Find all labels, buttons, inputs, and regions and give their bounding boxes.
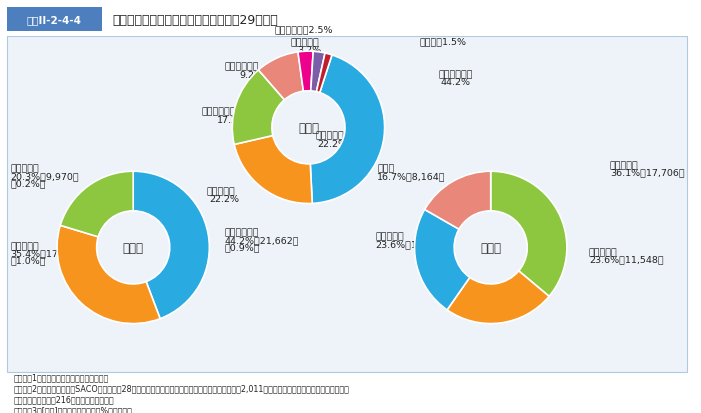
Text: 44.2%（21,662）: 44.2%（21,662）: [224, 235, 299, 244]
Text: 22.2%: 22.2%: [209, 194, 239, 203]
Text: 16.7%（8,164）: 16.7%（8,164）: [377, 171, 446, 180]
Wedge shape: [447, 271, 549, 324]
Text: 経費（216億円）を含まない。: 経費（216億円）を含まない。: [14, 394, 115, 404]
Text: 人件・糧食費: 人件・糧食費: [438, 70, 472, 79]
Wedge shape: [298, 52, 313, 92]
Text: 基地対策経費: 基地対策経費: [225, 62, 259, 71]
Wedge shape: [234, 136, 312, 204]
Wedge shape: [57, 226, 160, 324]
Text: 2　上記の計数は、SACO関係経費（28億円）、米軍再編関係経費のうち地元負担軽減分（2,011億円）及び新たな政府専用機導入に伴う: 2 上記の計数は、SACO関係経費（28億円）、米軍再編関係経費のうち地元負担軽…: [14, 384, 350, 393]
Text: その他　1.5%: その他 1.5%: [419, 37, 466, 46]
Text: 3　[　　]は、対前年度伸率（%）である。: 3 [ ]は、対前年度伸率（%）である。: [14, 405, 133, 413]
Text: 使途別: 使途別: [298, 121, 319, 135]
Wedge shape: [232, 71, 285, 145]
Text: その他: その他: [377, 164, 395, 173]
Text: 36.1%（17,706）: 36.1%（17,706）: [610, 168, 684, 177]
Text: 22.2%: 22.2%: [318, 139, 348, 148]
Text: 17.2%: 17.2%: [217, 115, 247, 124]
Text: 機関別: 機関別: [480, 241, 501, 254]
Text: ［1.0%］: ［1.0%］: [11, 256, 46, 265]
Text: 44.2%: 44.2%: [440, 78, 470, 87]
Text: 人件・糧食費: 人件・糧食費: [224, 228, 259, 237]
Text: 装備品等購入費: 装備品等購入費: [202, 107, 242, 116]
FancyBboxPatch shape: [7, 8, 102, 32]
FancyBboxPatch shape: [7, 37, 687, 372]
Text: 20.3%（9,970）: 20.3%（9,970）: [11, 171, 79, 180]
Wedge shape: [259, 53, 304, 100]
Wedge shape: [491, 172, 567, 297]
Text: 23.6%（11,578）: 23.6%（11,578）: [375, 240, 449, 249]
Text: 海上自衛隊: 海上自衛隊: [589, 247, 618, 256]
Text: 研究開発費　2.5%: 研究開発費 2.5%: [275, 25, 333, 34]
Text: 施設整備費: 施設整備費: [290, 38, 319, 47]
FancyBboxPatch shape: [0, 0, 701, 37]
Text: 一般物件費: 一般物件費: [11, 164, 39, 173]
Text: 23.6%（11,548）: 23.6%（11,548）: [589, 255, 663, 264]
Wedge shape: [60, 172, 133, 237]
Wedge shape: [414, 210, 470, 310]
Text: 航空自衛隊: 航空自衛隊: [375, 232, 404, 241]
Text: ［0.2%］: ［0.2%］: [11, 179, 46, 188]
Wedge shape: [311, 52, 325, 93]
Text: 陸上自衛隊: 陸上自衛隊: [610, 161, 639, 170]
Wedge shape: [316, 54, 332, 93]
Wedge shape: [425, 172, 491, 230]
Text: 図表II-2-4-4: 図表II-2-4-4: [27, 15, 81, 25]
Text: ［0.9%］: ［0.9%］: [224, 243, 260, 252]
Text: 歳出化経費: 歳出化経費: [11, 241, 39, 250]
Text: 維持費など: 維持費など: [315, 131, 344, 140]
Text: 維持費など: 維持費など: [207, 187, 236, 196]
Text: 防衛関係費（当初予算）の内訳（平成29年度）: 防衛関係費（当初予算）の内訳（平成29年度）: [112, 14, 278, 27]
Text: 経費別: 経費別: [123, 241, 144, 254]
Text: 35.4%（17,364）: 35.4%（17,364）: [11, 249, 86, 258]
Wedge shape: [311, 56, 385, 204]
Text: 9.2%: 9.2%: [239, 71, 263, 80]
Text: 3.2%: 3.2%: [298, 46, 322, 55]
Text: （注）　1　（　）は、予算額、単位：億円: （注） 1 （ ）は、予算額、単位：億円: [14, 373, 109, 382]
Wedge shape: [133, 172, 210, 319]
